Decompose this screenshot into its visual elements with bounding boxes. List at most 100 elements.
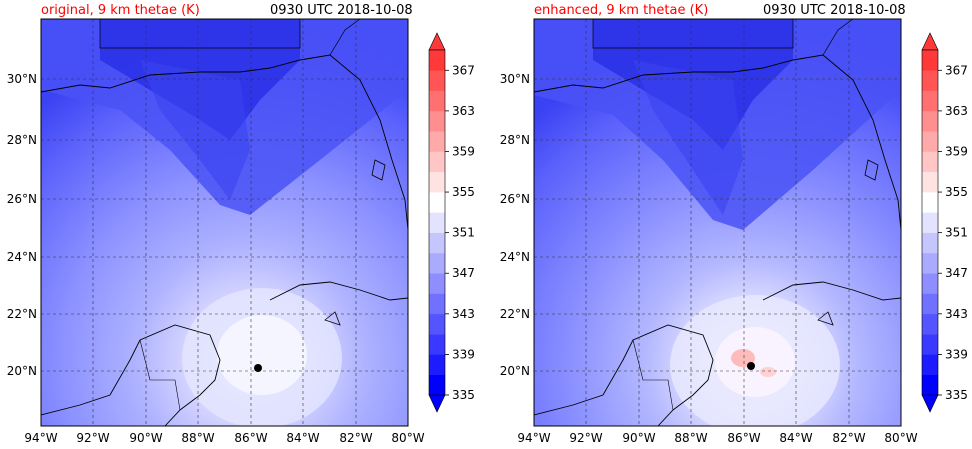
lat-label: 28°N — [7, 133, 37, 147]
colorbar-segment — [429, 374, 445, 396]
lat-label: 20°N — [500, 364, 530, 378]
lon-label: 88°W — [181, 431, 214, 445]
colorbar-label: 335 — [945, 388, 968, 402]
lat-label: 26°N — [500, 192, 530, 206]
colorbar-label: 339 — [945, 347, 968, 361]
colorbar-label: 359 — [945, 144, 968, 158]
lon-label: 80°W — [391, 431, 424, 445]
colorbar-segment — [922, 313, 938, 335]
left-panel-time: 0930 UTC 2018-10-08 — [270, 3, 413, 18]
left-map-figure: 30°N 28°N 26°N 24°N 22°N 20°N 94°W 92°W … — [7, 18, 475, 445]
colorbar-segment — [922, 334, 938, 355]
colorbar-segment — [922, 50, 938, 71]
colorbar-segment — [922, 90, 938, 112]
colorbar-segment — [429, 90, 445, 112]
colorbar-segment — [922, 374, 938, 396]
colorbar-segment — [429, 212, 445, 233]
right-panel-time: 0930 UTC 2018-10-08 — [763, 3, 906, 18]
colorbar-segment — [429, 70, 445, 91]
colorbar-min-arrow — [428, 394, 446, 413]
right-map-area — [534, 19, 901, 426]
colorbar-segment — [429, 293, 445, 315]
colorbar-label: 367 — [945, 63, 968, 77]
lon-label: 86°W — [727, 431, 760, 445]
lon-label: 92°W — [76, 431, 109, 445]
left-map-area — [41, 19, 408, 426]
colorbar-segment — [429, 151, 445, 173]
colorbar-segment — [922, 70, 938, 91]
left-colorbar: 367 363 359 355 351 347 343 339 335 — [428, 32, 475, 413]
colorbar-segment — [922, 151, 938, 173]
lat-label: 28°N — [500, 133, 530, 147]
colorbar-segment — [922, 131, 938, 152]
lat-label: 30°N — [7, 72, 37, 86]
lon-label: 80°W — [884, 431, 917, 445]
colorbar-label: 343 — [945, 307, 968, 321]
colorbar-label: 339 — [452, 347, 475, 361]
colorbar-segment — [429, 354, 445, 376]
colorbar-segment — [922, 192, 938, 213]
colorbar-segment — [429, 171, 445, 193]
lon-label: 94°W — [517, 431, 550, 445]
lon-label: 84°W — [286, 431, 319, 445]
lat-label: 24°N — [500, 250, 530, 264]
colorbar-segment — [922, 252, 938, 274]
lat-label: 24°N — [7, 250, 37, 264]
colorbar-segment — [922, 171, 938, 193]
lon-label: 90°W — [622, 431, 655, 445]
right-panel-title: enhanced, 9 km thetae (K) — [534, 3, 709, 18]
lat-label: 22°N — [7, 307, 37, 321]
left-panel-title: original, 9 km thetae (K) — [41, 3, 200, 18]
colorbar-segment — [429, 131, 445, 152]
colorbar-label: 363 — [945, 104, 968, 118]
colorbar-segment — [429, 232, 445, 254]
storm-center-marker — [747, 362, 755, 370]
colorbar-label: 343 — [452, 307, 475, 321]
left-lat-labels: 30°N 28°N 26°N 24°N 22°N 20°N — [7, 72, 37, 378]
lat-label: 30°N — [500, 72, 530, 86]
right-panel: enhanced, 9 km thetae (K) 0930 UTC 2018-… — [493, 0, 972, 449]
lon-label: 82°W — [832, 431, 865, 445]
colorbar-frame — [921, 49, 939, 396]
right-lon-labels: 94°W 92°W 90°W 88°W 86°W 84°W 82°W 80°W — [517, 431, 917, 445]
colorbar-segment — [429, 50, 445, 71]
colorbar-label: 355 — [945, 185, 968, 199]
colorbar-segment — [429, 313, 445, 335]
lon-label: 88°W — [674, 431, 707, 445]
colorbar-segment — [429, 334, 445, 355]
colorbar-max-arrow — [921, 32, 939, 51]
right-lat-labels: 30°N 28°N 26°N 24°N 22°N 20°N — [500, 72, 530, 378]
lon-label: 82°W — [339, 431, 372, 445]
lon-label: 86°W — [234, 431, 267, 445]
colorbar-segment — [429, 252, 445, 274]
colorbar-label: 355 — [452, 185, 475, 199]
colorbar-min-arrow — [921, 394, 939, 413]
colorbar-label: 367 — [452, 63, 475, 77]
storm-center-marker — [254, 364, 262, 372]
right-map-figure: 30°N 28°N 26°N 24°N 22°N 20°N 94°W 92°W … — [500, 18, 968, 445]
colorbar-segment — [429, 273, 445, 294]
colorbar-max-arrow — [428, 32, 446, 51]
lat-label: 22°N — [500, 307, 530, 321]
colorbar-label: 363 — [452, 104, 475, 118]
colorbar-segment — [922, 354, 938, 376]
colorbar-segment — [429, 192, 445, 213]
right-colorbar: 367 363 359 355 351 347 343 339 335 — [921, 32, 968, 413]
lon-label: 92°W — [569, 431, 602, 445]
lat-label: 20°N — [7, 364, 37, 378]
colorbar-label: 351 — [945, 226, 968, 240]
colorbar-frame — [428, 49, 446, 396]
colorbar-segment — [922, 110, 938, 132]
colorbar-segment — [922, 232, 938, 254]
lon-label: 94°W — [24, 431, 57, 445]
colorbar-label: 335 — [452, 388, 475, 402]
lon-label: 84°W — [779, 431, 812, 445]
lat-label: 26°N — [7, 192, 37, 206]
colorbar-label: 347 — [945, 266, 968, 280]
lon-label: 90°W — [129, 431, 162, 445]
colorbar-segment — [922, 212, 938, 233]
colorbar-segment — [922, 273, 938, 294]
colorbar-label: 347 — [452, 266, 475, 280]
left-panel: original, 9 km thetae (K) 0930 UTC 2018-… — [7, 3, 475, 445]
colorbar-label: 351 — [452, 226, 475, 240]
